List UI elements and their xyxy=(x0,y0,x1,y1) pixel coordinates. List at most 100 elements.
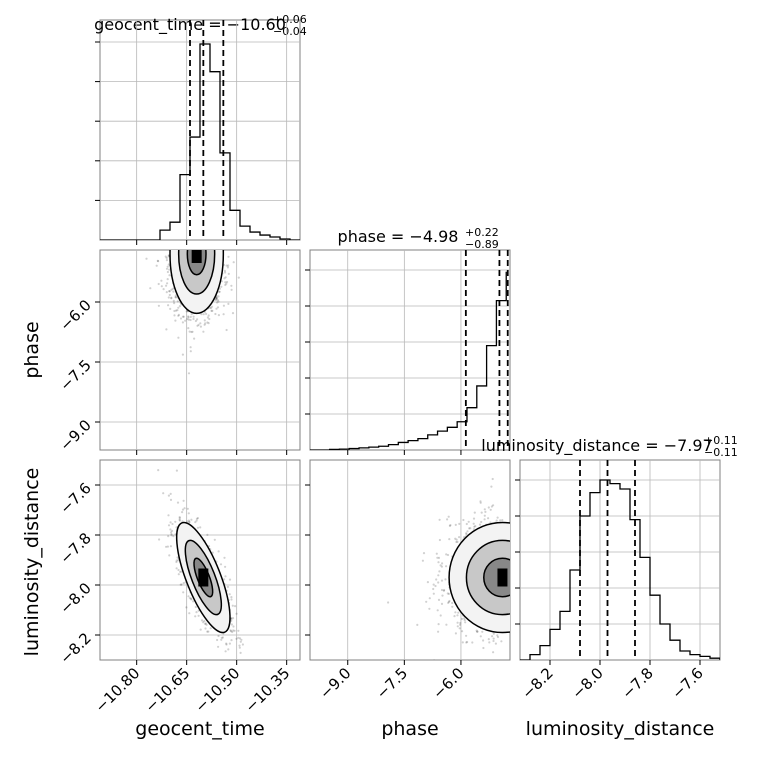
scatter-point xyxy=(223,556,226,559)
scatter-point xyxy=(155,264,158,267)
scatter-point xyxy=(167,255,170,258)
scatter-point xyxy=(221,636,224,639)
y-tick-label: −7.6 xyxy=(56,479,94,517)
scatter-point xyxy=(186,507,189,510)
x-tick-label: −8.0 xyxy=(568,664,606,702)
scatter-point xyxy=(214,298,217,301)
scatter-point xyxy=(499,661,501,663)
scatter-point xyxy=(433,659,436,660)
scatter-point xyxy=(167,304,170,307)
scatter-point xyxy=(169,545,172,548)
x-axis-label-geocent-time: geocent_time xyxy=(135,718,264,740)
scatter-point xyxy=(478,523,482,526)
scatter-point xyxy=(483,518,486,521)
panel-geocent-phase-density-peak xyxy=(191,250,202,263)
scatter-point xyxy=(189,318,192,322)
scatter-point xyxy=(472,517,476,520)
scatter-point xyxy=(181,510,184,514)
panel-geocent-phase-points xyxy=(145,250,240,375)
scatter-point xyxy=(175,526,178,529)
scatter-point xyxy=(218,287,221,290)
scatter-point xyxy=(448,524,451,528)
scatter-point xyxy=(217,645,220,648)
scatter-point xyxy=(454,523,457,527)
scatter-point xyxy=(489,508,492,511)
scatter-point xyxy=(438,570,441,573)
scatter-point xyxy=(467,520,470,523)
scatter-point xyxy=(230,284,233,287)
scatter-point xyxy=(453,615,456,618)
x-tick-label: −7.5 xyxy=(373,664,411,702)
scatter-point xyxy=(421,559,424,562)
y-tick-label: −9.0 xyxy=(56,416,94,454)
scatter-point xyxy=(440,579,444,582)
scatter-point xyxy=(496,634,499,637)
scatter-point xyxy=(232,629,235,632)
scatter-point xyxy=(149,287,152,290)
scatter-point xyxy=(459,621,462,625)
scatter-point xyxy=(176,556,179,559)
scatter-point xyxy=(495,519,498,522)
scatter-point xyxy=(437,598,441,602)
scatter-point xyxy=(217,550,220,553)
scatter-point xyxy=(472,522,475,525)
scatter-point xyxy=(445,565,448,568)
scatter-point xyxy=(492,504,495,507)
scatter-point xyxy=(190,330,193,334)
scatter-point xyxy=(480,520,483,524)
scatter-point xyxy=(194,319,197,323)
scatter-point xyxy=(180,583,183,586)
scatter-point xyxy=(490,505,493,508)
scatter-point xyxy=(426,581,429,584)
scatter-point xyxy=(228,593,231,596)
scatter-point xyxy=(187,372,191,375)
scatter-point xyxy=(484,510,487,513)
scatter-point xyxy=(157,260,160,263)
scatter-point xyxy=(485,662,487,664)
scatter-point xyxy=(235,637,238,640)
scatter-point xyxy=(440,588,444,592)
x-tick-label: −6.0 xyxy=(429,664,467,702)
scatter-point xyxy=(223,277,226,280)
panel-geocent-lumdist-density-peak xyxy=(198,568,209,587)
scatter-point xyxy=(177,573,180,576)
scatter-point xyxy=(165,267,169,270)
y-tick-label: −7.5 xyxy=(56,356,94,394)
scatter-point xyxy=(166,282,169,285)
scatter-point xyxy=(446,518,449,521)
scatter-point xyxy=(437,556,441,560)
scatter-point xyxy=(175,469,178,472)
hist-title-sub-luminosity-distance: −0.11 xyxy=(704,446,738,459)
scatter-point xyxy=(436,556,439,559)
scatter-point xyxy=(187,318,190,321)
scatter-point xyxy=(479,635,482,638)
scatter-point xyxy=(177,568,180,572)
scatter-point xyxy=(177,559,180,562)
scatter-point xyxy=(226,280,229,284)
scatter-point xyxy=(225,282,228,285)
scatter-point xyxy=(207,314,210,317)
scatter-point xyxy=(179,317,183,320)
scatter-point xyxy=(230,618,233,621)
scatter-point xyxy=(218,290,221,293)
scatter-point xyxy=(492,651,495,654)
scatter-point xyxy=(172,299,175,302)
scatter-point xyxy=(206,533,209,537)
scatter-point xyxy=(213,538,216,541)
scatter-point xyxy=(168,274,171,277)
scatter-point xyxy=(459,623,462,626)
scatter-point xyxy=(165,291,168,294)
scatter-point xyxy=(189,315,192,318)
scatter-point xyxy=(181,321,184,324)
scatter-point xyxy=(480,511,483,514)
scatter-point xyxy=(458,522,461,526)
scatter-point xyxy=(492,632,495,635)
scatter-point xyxy=(215,298,218,301)
scatter-point xyxy=(465,532,468,535)
scatter-point xyxy=(465,641,468,644)
scatter-point xyxy=(170,533,173,536)
scatter-point xyxy=(204,322,207,325)
scatter-point xyxy=(214,312,217,316)
scatter-point xyxy=(223,578,226,581)
scatter-point xyxy=(494,642,497,645)
